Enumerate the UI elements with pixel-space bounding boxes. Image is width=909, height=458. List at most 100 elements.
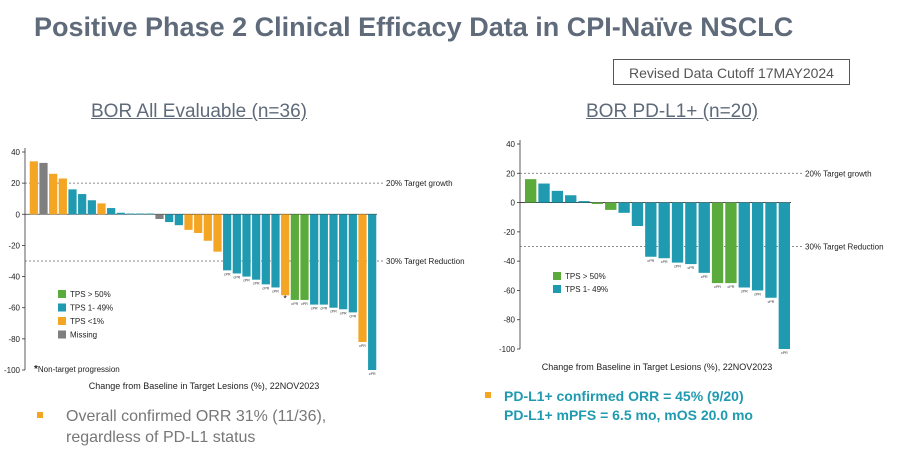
y-tick-label: 20 (506, 169, 515, 178)
legend-label: TPS 1- 49% (565, 285, 608, 294)
bar-label: cPR (233, 275, 240, 279)
bar (39, 162, 48, 215)
bar (261, 214, 270, 285)
y-tick-label: -80 (8, 335, 20, 344)
pdl1-results-note: PD-L1+ confirmed ORR = 45% (9/20) PD-L1+… (504, 387, 753, 425)
bar-label: cPR (272, 289, 279, 293)
y-tick-label: -100 (499, 345, 516, 354)
bar-label: cPR (741, 290, 748, 294)
bar-label: cPR (320, 307, 327, 311)
y-tick-label: 0 (511, 199, 516, 208)
bar (271, 214, 280, 288)
bar (184, 214, 193, 230)
reference-line-label: 30% Target Reduction (805, 243, 884, 252)
bar-label: cPR (340, 311, 347, 315)
bar (165, 214, 174, 223)
bar-label: cPR (330, 310, 337, 314)
legend-swatch (58, 317, 66, 325)
bar (203, 214, 212, 241)
bar (116, 212, 125, 215)
chart-title-all-evaluable: BOR All Evaluable (n=36) (91, 101, 307, 122)
bar (698, 202, 710, 273)
bar-label: cPR (243, 279, 250, 283)
y-tick-label: 40 (11, 148, 20, 157)
bar-label: cPR (728, 285, 735, 289)
bar (319, 214, 328, 305)
bar (591, 202, 604, 205)
x-axis-label: Change from Baseline in Target Lesions (… (542, 362, 772, 372)
bar-label: cPR (781, 351, 788, 355)
bar (97, 203, 106, 215)
y-tick-label: -20 (8, 241, 20, 250)
bar-label: cPR (768, 300, 775, 304)
chart-title-pdl1: BOR PD-L1+ (n=20) (586, 101, 759, 122)
bar (232, 214, 241, 274)
bar (126, 213, 135, 215)
y-tick-label: -40 (503, 257, 515, 266)
legend-label: TPS > 50% (565, 272, 606, 281)
legend-label: TPS <1% (70, 317, 104, 326)
bar-label: cPR (754, 292, 761, 296)
x-axis-label: Change from Baseline in Target Lesions (… (89, 381, 319, 391)
bar (300, 214, 309, 300)
bar (78, 194, 87, 215)
y-tick-label: -60 (503, 286, 515, 295)
non-target-progression-footnote: *Non-target progression (34, 364, 120, 375)
bar (107, 208, 116, 215)
legend-label: Missing (70, 331, 97, 340)
bar (525, 179, 537, 203)
bar (658, 202, 670, 259)
bar (738, 202, 750, 288)
bar (281, 214, 290, 296)
y-tick-label: 20 (11, 179, 20, 188)
reference-line-label: 20% Target growth (386, 179, 453, 188)
overall-orr-note: Overall confirmed ORR 31% (11/36), regar… (66, 406, 326, 448)
y-tick-label: -100 (4, 366, 21, 375)
bar-label: cPR (301, 302, 308, 306)
bar (68, 189, 77, 215)
bar (538, 183, 550, 203)
bar-label: cPR (291, 302, 298, 306)
legend-swatch (58, 290, 66, 298)
bar (194, 214, 203, 233)
bar (605, 202, 617, 210)
bar (252, 214, 261, 280)
bar-label: cPR (687, 266, 694, 270)
bar-label: cPR (349, 314, 356, 318)
legend-swatch (58, 330, 66, 339)
bar (778, 202, 790, 349)
y-tick-label: 0 (16, 210, 21, 219)
bar-label: cPR (701, 275, 708, 279)
bar-label: cPR (311, 307, 318, 311)
bar (711, 202, 724, 284)
bar (618, 202, 630, 213)
pdl1-orr-line: PD-L1+ confirmed ORR = 45% (9/20) (504, 388, 744, 404)
bar (329, 214, 338, 308)
bar (348, 214, 357, 313)
reference-line-label: 20% Target growth (805, 169, 872, 178)
legend-swatch (553, 285, 561, 293)
y-tick-label: -40 (8, 273, 20, 282)
bar (290, 214, 299, 300)
bar (358, 214, 367, 342)
bar-label: cPR (661, 260, 668, 264)
bar (213, 214, 222, 252)
legend-label: TPS 1- 49% (70, 304, 113, 313)
bar (49, 173, 58, 215)
bar (136, 213, 145, 215)
y-tick-label: -20 (503, 228, 515, 237)
overall-orr-line1: Overall confirmed ORR 31% (11/36), (66, 408, 327, 425)
bar-label: cPR (714, 285, 721, 289)
bar (155, 214, 164, 219)
bullet-marker (37, 412, 43, 418)
legend-label: TPS > 50% (70, 290, 111, 299)
bullet-marker (485, 392, 491, 398)
bar (58, 178, 67, 215)
bar (174, 214, 183, 226)
bar (223, 214, 232, 271)
bar (242, 214, 251, 277)
bar (751, 202, 764, 291)
bar (685, 202, 697, 265)
y-tick-label: -60 (8, 304, 20, 313)
